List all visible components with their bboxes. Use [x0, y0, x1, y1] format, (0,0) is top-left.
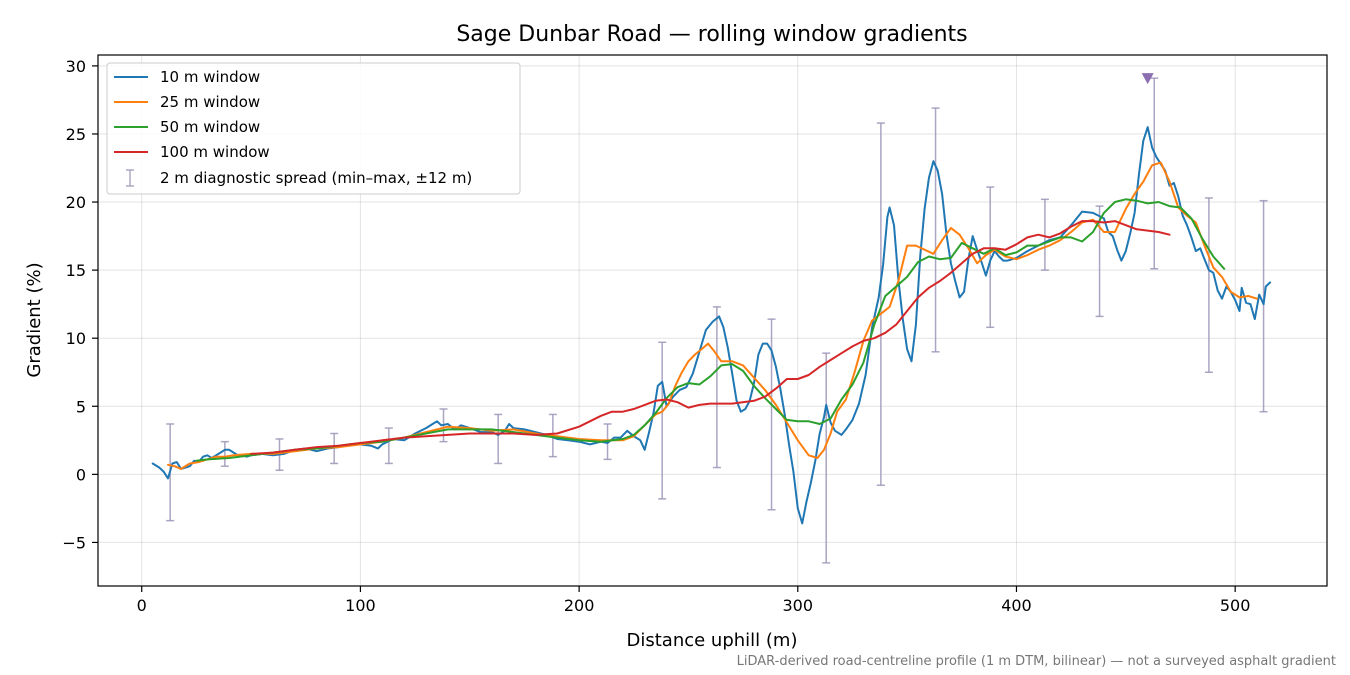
spread-bar: [220, 440, 229, 467]
spread-bar: [712, 306, 721, 469]
grid: [98, 55, 1327, 586]
plot-frame: [97, 54, 1328, 587]
spread-bar: [822, 352, 831, 564]
spread-bar: [931, 107, 940, 353]
legend: 10 m window 25 m window 50 m window 100 …: [106, 62, 521, 195]
legend-label-10m: 10 m window: [160, 68, 260, 86]
legend-swatch-spread: [126, 169, 134, 187]
spread-bar: [1204, 197, 1213, 373]
x-tick-label: 300: [783, 596, 814, 615]
y-tick-label: 0: [76, 465, 86, 484]
series-lines: [151, 126, 1272, 525]
spread-bar: [986, 186, 995, 329]
x-tick-label: 200: [564, 596, 595, 615]
legend-label-100m: 100 m window: [160, 143, 270, 161]
spread-bar: [658, 341, 667, 500]
y-tick-label: 20: [66, 193, 86, 212]
x-axis-ticks: 0 100 200 300 400 500: [137, 586, 1251, 615]
x-axis-label: Distance uphill (m): [627, 630, 798, 651]
y-tick-label: 15: [66, 261, 86, 280]
x-tick-label: 0: [137, 596, 147, 615]
spread-bar: [876, 122, 885, 486]
y-tick-label: 25: [66, 125, 86, 144]
y-tick-label: 10: [66, 329, 86, 348]
legend-label-25m: 25 m window: [160, 93, 260, 111]
x-tick-label: 500: [1220, 596, 1251, 615]
chart-title: Sage Dunbar Road — rolling window gradie…: [456, 22, 967, 47]
y-axis-label: Gradient (%): [24, 262, 45, 377]
x-tick-label: 100: [345, 596, 376, 615]
legend-box: [106, 62, 521, 195]
y-axis-ticks: −5 0 5 10 15 20 25 30: [62, 57, 98, 552]
legend-label-50m: 50 m window: [160, 118, 260, 136]
spread-bar: [1259, 199, 1268, 413]
spread-bar: [1150, 77, 1159, 270]
spread-bar: [1040, 198, 1049, 271]
y-tick-label: 5: [76, 397, 86, 416]
spread-bar: [494, 413, 503, 465]
x-tick-label: 400: [1001, 596, 1032, 615]
peak-markers: [1141, 73, 1154, 85]
peak-marker: [1141, 73, 1154, 85]
series-line-100-m-window: [250, 220, 1171, 455]
spread-bar: [1095, 205, 1104, 318]
footnote: LiDAR-derived road-centreline profile (1…: [737, 654, 1336, 669]
series-line-50-m-window: [195, 198, 1226, 462]
legend-label-spread: 2 m diagnostic spread (min–max, ±12 m): [160, 169, 472, 187]
y-tick-label: −5: [62, 533, 86, 552]
y-tick-label: 30: [66, 57, 86, 76]
spread-bar: [384, 427, 393, 465]
